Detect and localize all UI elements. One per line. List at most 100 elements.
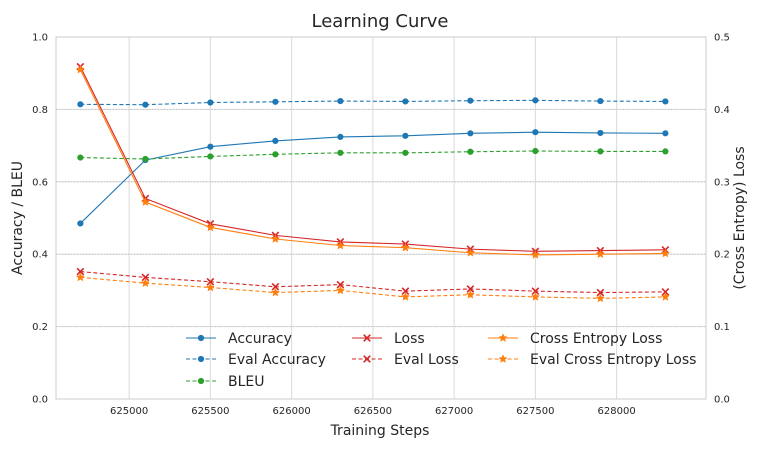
y-left-tick-label: 0.8 (32, 105, 48, 116)
data-point-eval-cross-entropy-loss (400, 292, 410, 301)
data-point-eval-cross-entropy-loss (270, 287, 280, 297)
legend-entry-eval-loss: Eval Loss (352, 352, 459, 368)
data-point-accuracy (337, 133, 344, 141)
data-point-bleu (207, 153, 214, 160)
data-point-eval-loss (661, 287, 670, 296)
data-point-eval-cross-entropy-loss (595, 293, 605, 303)
data-point-eval-cross-entropy-loss (335, 285, 345, 295)
data-point-eval-cross-entropy-loss (75, 272, 85, 282)
data-point-accuracy (207, 143, 214, 150)
data-point-eval-accuracy (77, 101, 84, 108)
data-point-accuracy (272, 137, 279, 144)
data-point-bleu (532, 147, 539, 155)
x-axis-label: Training Steps (330, 423, 430, 439)
x-tick-label: 626000 (273, 406, 311, 417)
series-line-cross-entropy-loss (79, 69, 666, 256)
series-line-loss (79, 66, 666, 252)
data-point-eval-accuracy (532, 97, 539, 104)
data-point-eval-cross-entropy-loss (465, 289, 475, 299)
data-point-eval-cross-entropy-loss (530, 292, 540, 301)
x-tick-label: 626500 (354, 406, 392, 417)
data-point-cross-entropy-loss (530, 250, 540, 259)
data-point-eval-accuracy (662, 98, 669, 105)
data-point-eval-accuracy (272, 98, 279, 105)
y-right-tick-label: 0.1 (714, 322, 730, 333)
data-point-cross-entropy-loss (660, 248, 670, 258)
data-point-accuracy (402, 132, 409, 139)
y-right-tick-label: 0.4 (714, 105, 730, 116)
legend-marker (197, 377, 205, 385)
data-point-bleu (597, 148, 604, 155)
series-bleu (77, 147, 669, 163)
series-line-eval-loss (80, 271, 666, 294)
data-point-accuracy (532, 129, 539, 136)
y-left-tick-label: 0.6 (32, 177, 48, 188)
data-point-accuracy (662, 130, 669, 137)
legend: Accuracy Eval Accuracy BLEU Loss Eval Loss Cr… (186, 331, 696, 390)
plot-frame (55, 36, 707, 400)
data-point-cross-entropy-loss (270, 234, 280, 243)
chart-title: Learning Curve (312, 11, 449, 32)
data-point-eval-accuracy (207, 99, 214, 106)
series-layer (75, 62, 670, 303)
data-point-eval-cross-entropy-loss (660, 292, 670, 301)
legend-label: BLEU (228, 374, 265, 390)
data-point-eval-loss (596, 288, 605, 297)
legend-label: Loss (394, 331, 425, 347)
y-axis-right-label: (Cross Entropy) Loss (732, 146, 748, 289)
data-point-eval-loss (336, 280, 345, 289)
series-line-eval-accuracy (80, 99, 666, 106)
data-point-cross-entropy-loss (400, 242, 410, 252)
legend-label: Cross Entropy Loss (530, 331, 662, 347)
data-point-cross-entropy-loss (465, 247, 475, 257)
ticks-layer: 625000 625500 626000 626500 627000 627500 6280… (32, 33, 730, 418)
data-point-eval-loss (531, 287, 540, 295)
y-axis-left-label: Accuracy / BLEU (10, 161, 26, 275)
y-right-tick-label: 0.0 (714, 395, 730, 406)
x-tick-label: 627500 (516, 406, 554, 417)
series-line-accuracy (79, 131, 666, 224)
legend-entry-accuracy: Accuracy (186, 331, 292, 347)
series-eval-loss (76, 267, 670, 297)
data-point-eval-loss (141, 273, 150, 282)
legend-entry-cross-entropy-loss: Cross Entropy Loss (488, 331, 662, 347)
series-eval-accuracy (77, 97, 669, 108)
data-point-bleu (272, 151, 279, 158)
data-point-bleu (467, 148, 474, 155)
legend-entry-bleu: BLEU (186, 374, 265, 390)
legend-entry-eval-accuracy: Eval Accuracy (186, 352, 326, 368)
x-tick-label: 625000 (110, 406, 148, 417)
data-point-bleu (337, 149, 344, 156)
series-cross-entropy-loss (75, 64, 670, 259)
y-left-tick-label: 0.0 (32, 395, 48, 406)
legend-marker (197, 355, 205, 363)
data-point-bleu (662, 148, 669, 155)
data-point-bleu (77, 154, 84, 161)
legend-marker (363, 355, 371, 363)
data-point-eval-cross-entropy-loss (140, 278, 150, 288)
x-tick-label: 625500 (191, 406, 229, 417)
y-left-tick-label: 0.2 (32, 322, 48, 333)
data-point-cross-entropy-loss (75, 64, 85, 74)
data-point-eval-accuracy (402, 98, 409, 105)
data-point-eval-loss (76, 267, 85, 276)
data-point-eval-loss (206, 277, 215, 286)
data-point-bleu (402, 149, 409, 156)
series-line-eval-cross-entropy-loss (80, 276, 666, 299)
data-point-cross-entropy-loss (140, 197, 150, 206)
data-point-eval-accuracy (597, 97, 604, 105)
legend-marker (363, 334, 371, 342)
data-point-accuracy (77, 220, 84, 227)
y-right-tick-label: 0.5 (714, 33, 730, 44)
data-point-accuracy (597, 129, 604, 137)
data-point-eval-accuracy (142, 101, 149, 108)
series-line-bleu (80, 150, 666, 160)
data-point-eval-accuracy (467, 97, 474, 104)
legend-entry-loss: Loss (352, 331, 425, 347)
y-left-tick-label: 0.4 (32, 250, 48, 261)
legend-marker (498, 333, 508, 342)
x-tick-label: 627000 (435, 406, 473, 417)
series-eval-cross-entropy-loss (75, 272, 670, 303)
y-left-tick-label: 1.0 (32, 33, 48, 44)
